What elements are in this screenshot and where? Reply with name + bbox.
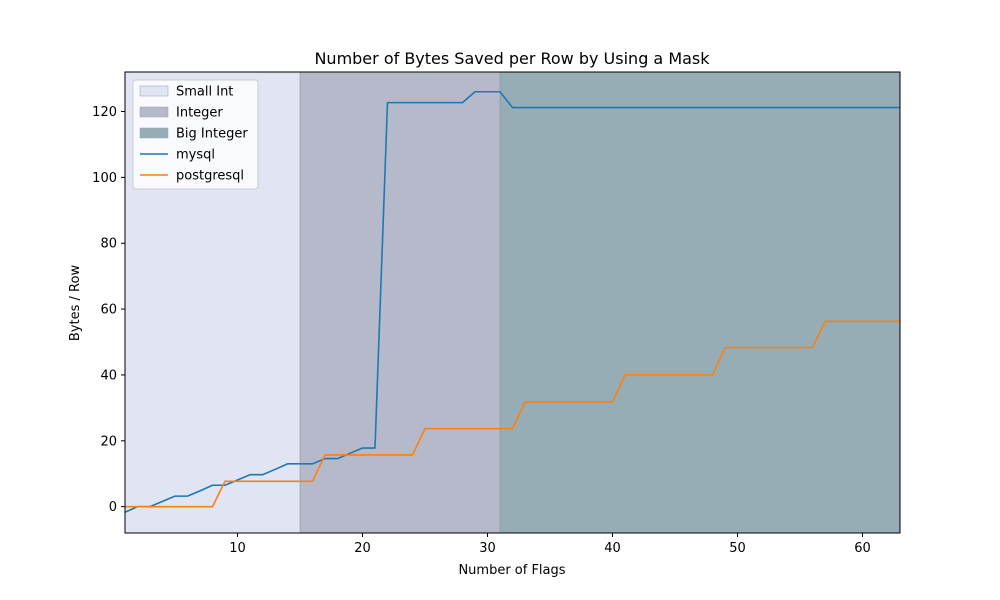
- y-tick-label: 20: [100, 434, 117, 449]
- x-tick-label: 40: [604, 541, 621, 556]
- series-lines: [124, 90, 900, 513]
- y-tick-label: 60: [100, 303, 117, 318]
- region-big-integer: [500, 72, 900, 533]
- series-line-mysql: [124, 90, 900, 513]
- x-tick-label: 20: [354, 541, 371, 556]
- legend: Small Int Integer Big Integer mysql postgres…: [132, 79, 259, 190]
- x-tick-label: 30: [479, 541, 496, 556]
- x-tick-label: 60: [854, 541, 871, 556]
- legend-label-big-integer: Big Integer: [176, 127, 248, 142]
- legend-swatch-integer: [139, 106, 169, 118]
- y-tick-label: 80: [100, 237, 117, 252]
- plot-frame: [124, 71, 901, 534]
- y-tick-label: 120: [92, 105, 117, 120]
- y-tick-label: 40: [100, 368, 117, 383]
- shaded-regions: [125, 72, 900, 533]
- series-line-postgresql: [125, 320, 900, 508]
- y-tick-label: 100: [92, 171, 117, 186]
- y-axis: 0 20 40 60 80 100 120: [92, 105, 125, 515]
- x-axis: 10 20 30 40 50 60: [229, 533, 871, 556]
- x-tick-label: 10: [229, 541, 246, 556]
- y-tick-label: 0: [109, 500, 117, 515]
- chart-title: Number of Bytes Saved per Row by Using a…: [314, 49, 710, 68]
- legend-swatch-small-int: [139, 85, 169, 97]
- legend-swatch-big-integer: [139, 127, 169, 139]
- x-axis-label: Number of Flags: [458, 563, 565, 578]
- y-axis-label: Bytes / Row: [68, 265, 83, 342]
- legend-label-small-int: Small Int: [176, 85, 233, 100]
- x-tick-label: 50: [729, 541, 746, 556]
- legend-label-mysql: mysql: [176, 148, 215, 163]
- legend-label-integer: Integer: [176, 106, 223, 121]
- region-integer: [300, 72, 500, 533]
- legend-label-postgresql: postgresql: [176, 169, 244, 184]
